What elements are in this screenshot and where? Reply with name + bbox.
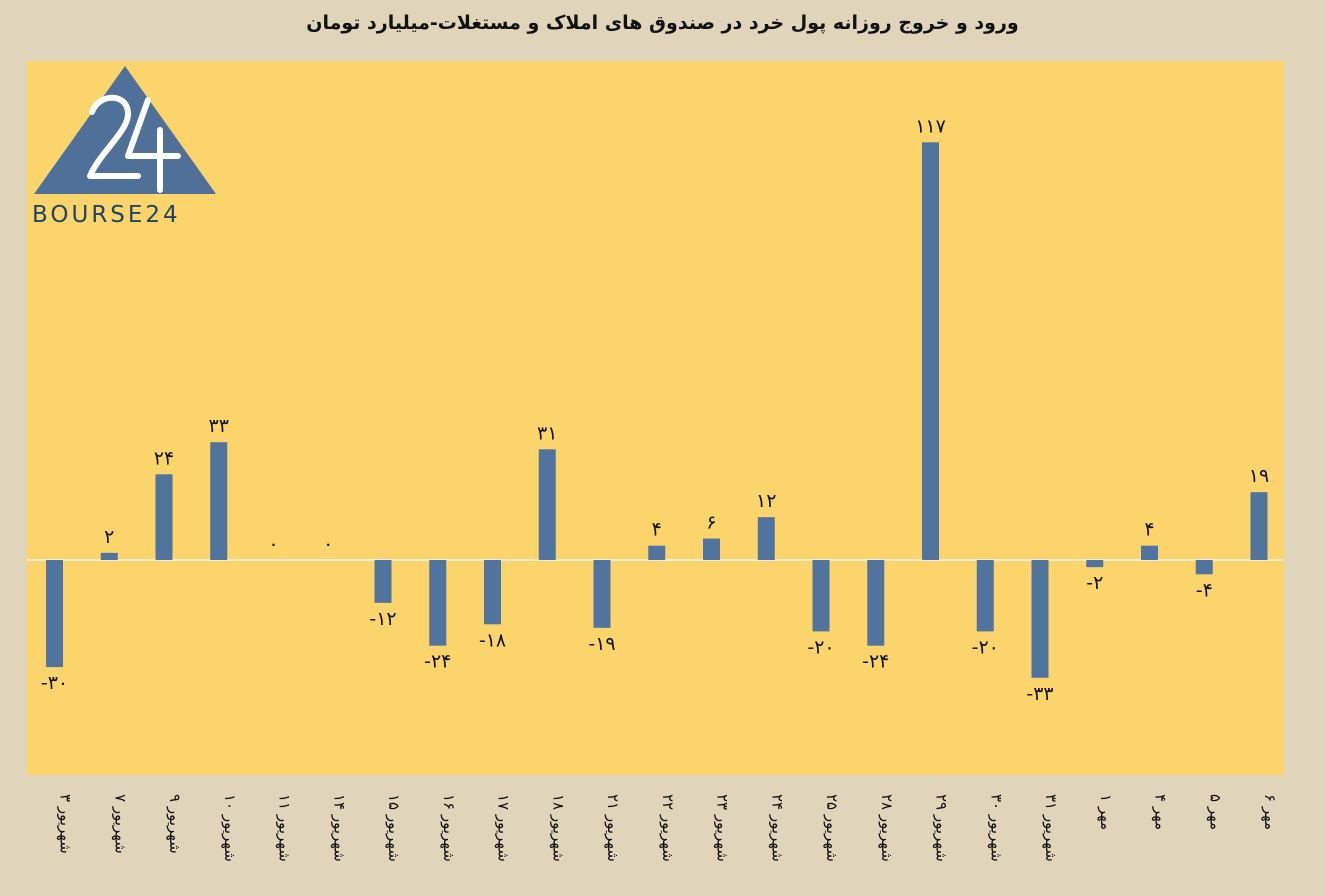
chart-title: ورود و خروج روزانه پول خرد در صندوق های … (306, 12, 1019, 34)
category-label: ۱۰ شهریور (221, 794, 239, 862)
data-label: -۱۸ (479, 629, 506, 651)
category-label: ۳۰ شهریور (987, 794, 1005, 862)
data-label: ۱۹ (1249, 465, 1269, 487)
data-label: -۴ (1196, 579, 1213, 601)
bar (1141, 545, 1158, 560)
category-label: ۲۹ شهریور (933, 794, 951, 862)
data-label: ۳۱ (537, 422, 557, 444)
category-label: ۲۳ شهریور (714, 794, 732, 862)
category-label: ۱۷ شهریور (495, 794, 513, 862)
bar (867, 560, 885, 646)
data-label: ۱۱۷ (915, 115, 946, 137)
category-label: ۲۱ شهریور (604, 794, 622, 862)
bar (429, 560, 447, 646)
bar (812, 560, 830, 632)
category-label: ۵ مهر (1206, 794, 1224, 830)
category-label: ۱ مهر (1097, 794, 1115, 830)
data-label: -۲۰ (807, 636, 834, 658)
bar (703, 538, 720, 560)
bar (374, 560, 392, 603)
data-label: ۶ (706, 512, 716, 534)
data-label: -۲۴ (862, 651, 889, 673)
bar (1195, 560, 1213, 575)
category-label: ۲۸ شهریور (878, 794, 896, 862)
data-label: -۳۳ (1026, 683, 1053, 705)
category-label: ۱۶ شهریور (440, 794, 458, 862)
category-label: ۱۸ شهریور (549, 794, 567, 862)
category-label: ۲۲ شهریور (659, 794, 677, 862)
category-label: ۲۴ شهریور (768, 794, 786, 862)
data-label: -۲ (1086, 572, 1103, 594)
data-label: ۳۳ (209, 415, 229, 437)
bar (100, 552, 118, 560)
brand-wordmark: BOURSE24 (32, 202, 181, 228)
bar (46, 560, 63, 668)
bar (648, 545, 666, 560)
bar (593, 560, 611, 628)
data-label: ۰ (268, 533, 278, 555)
category-label: ۶ مهر (1261, 794, 1279, 830)
category-label: ۳ شهریور (57, 794, 75, 854)
bar (1031, 560, 1049, 678)
category-label: ۴ مهر (1152, 794, 1170, 830)
data-label: -۳۰ (41, 672, 68, 694)
bar (757, 517, 775, 560)
data-label: -۱۹ (588, 633, 615, 655)
data-label: ۱۲ (756, 490, 776, 512)
bar (1250, 492, 1268, 560)
bar (922, 142, 939, 560)
category-label: ۳۱ شهریور (1042, 794, 1060, 862)
bar (1086, 560, 1104, 568)
category-label: ۱۵ شهریور (385, 794, 403, 862)
bar (538, 449, 556, 560)
data-label: ۰ (323, 533, 333, 555)
category-label: ۷ شهریور (111, 794, 129, 854)
data-label: -۲۰ (972, 636, 999, 658)
data-label: -۱۲ (369, 608, 396, 630)
category-label: ۹ شهریور (166, 794, 184, 854)
bar (210, 442, 228, 560)
data-label: ۴ (652, 519, 662, 541)
plot-area (27, 61, 1284, 775)
bar (976, 560, 994, 632)
bar (484, 560, 501, 625)
category-label: ۱۱ شهریور (276, 794, 294, 862)
data-label: ۲ (104, 526, 114, 548)
data-label: ۴ (1144, 519, 1154, 541)
bar (155, 474, 173, 560)
category-label: ۲۵ شهریور (823, 794, 841, 862)
category-label: ۱۴ شهریور (330, 794, 348, 862)
bourse24-logo-icon (34, 66, 216, 194)
data-label: -۲۴ (424, 651, 451, 673)
data-label: ۲۴ (154, 447, 174, 469)
